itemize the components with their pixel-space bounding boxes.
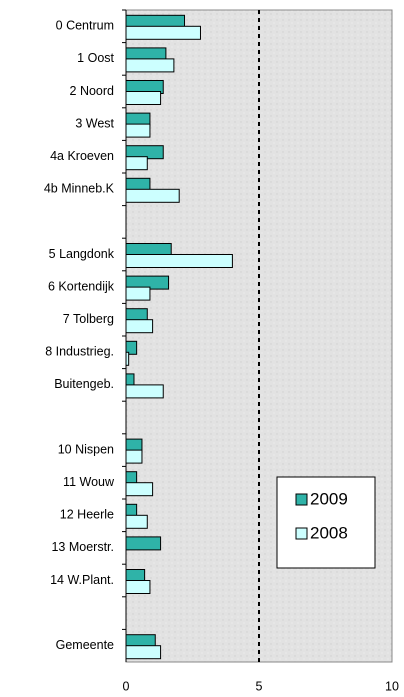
y-tick-label: 14 W.Plant. (50, 573, 114, 587)
bar (125, 351, 130, 366)
bar (125, 123, 151, 138)
y-tick-label: 1 Oost (77, 51, 114, 65)
y-tick-label: 8 Industrieg. (45, 345, 114, 359)
bar (125, 340, 138, 355)
bar (125, 91, 162, 105)
y-tick-label: 6 Kortendijk (48, 279, 115, 293)
bar (125, 384, 164, 399)
legend-label: 2009 (310, 489, 348, 508)
legend-label: 2008 (310, 523, 348, 542)
y-tick-label: 0 Centrum (56, 19, 114, 33)
y-tick-label: 10 Nispen (58, 442, 114, 456)
x-tick-label: 10 (385, 679, 399, 693)
y-tick-label: Gemeente (56, 638, 114, 652)
bar (125, 449, 143, 464)
y-tick-label: 13 Moerstr. (51, 540, 114, 554)
bar (125, 514, 148, 529)
bar (125, 25, 201, 40)
bar (125, 482, 154, 497)
bar (125, 286, 151, 301)
bar (125, 156, 148, 171)
y-tick-label: 3 West (75, 116, 114, 130)
y-tick-label: 5 Langdonk (49, 247, 115, 261)
y-tick-label: 4a Kroeven (50, 149, 114, 163)
bar (125, 645, 162, 660)
bar (125, 58, 175, 73)
legend-swatch (295, 527, 308, 540)
x-tick-label: 5 (256, 679, 263, 693)
bar (125, 188, 180, 203)
bar (125, 254, 233, 268)
x-tick-label: 0 (123, 679, 130, 693)
bar (125, 319, 154, 334)
y-tick-label: 4b Minneb.K (44, 182, 115, 196)
legend-swatch (295, 493, 308, 506)
y-tick-label: 12 Heerle (60, 508, 114, 522)
y-tick-label: 2 Noord (70, 84, 115, 98)
y-tick-label: Buitengeb. (54, 377, 114, 391)
legend-box (276, 476, 376, 569)
bar (125, 580, 151, 594)
bar (125, 536, 162, 551)
y-tick-label: 11 Wouw (63, 475, 115, 489)
y-tick-label: 7 Tolberg (63, 312, 114, 326)
